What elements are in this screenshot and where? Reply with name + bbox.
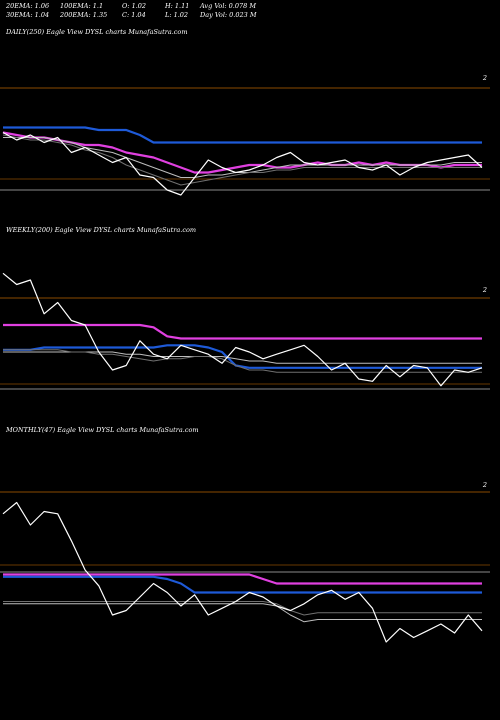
monthly-axis-label: 2: [482, 481, 487, 489]
weekly-ema-dark-line: [3, 349, 482, 373]
stat-high: H: 1.11: [165, 2, 190, 10]
monthly-panel-title: MONTHLY(47) Eagle View DYSL charts Munaf…: [6, 426, 199, 434]
monthly-ema-dark-line: [3, 601, 482, 616]
daily-price-line: [2, 131, 483, 196]
stat-open: O: 1.02: [122, 2, 147, 10]
stat-day-vol: Day Vol: 0.023 M: [200, 11, 257, 19]
stat-200ema: 200EMA: 1.35: [60, 11, 108, 19]
daily-ema-dark-line: [2, 134, 482, 186]
stat-100ema: 100EMA: 1.1: [60, 2, 104, 10]
monthly-ema-grey-line: [3, 603, 482, 623]
stat-30ema: 30EMA: 1.04: [6, 11, 50, 19]
stat-low: L: 1.02: [165, 11, 189, 19]
monthly-ema-blue-line: [3, 575, 482, 594]
weekly-price-line: [2, 272, 483, 387]
daily-ema-blue-line: [3, 126, 482, 144]
weekly-ema-blue-line: [3, 344, 482, 369]
stat-close: C: 1.04: [122, 11, 146, 19]
weekly-panel-title: WEEKLY(200) Eagle View DYSL charts Munaf…: [6, 226, 197, 234]
stat-avg-vol: Avg Vol: 0.078 M: [200, 2, 257, 10]
daily-ema-grey-line: [3, 137, 482, 178]
stat-20ema: 20EMA: 1.06: [6, 2, 50, 10]
daily-panel-title: DAILY(250) Eagle View DYSL charts Munafa…: [6, 28, 188, 36]
weekly-axis-label: 2: [482, 286, 487, 294]
weekly-ema-pink-line: [3, 323, 482, 340]
monthly-price-line: [2, 501, 483, 643]
weekly-ema-grey-line: [3, 351, 482, 364]
daily-ema-pink-line: [2, 131, 482, 174]
daily-axis-label: 2: [482, 74, 487, 82]
monthly-ema-pink-line: [3, 573, 482, 585]
